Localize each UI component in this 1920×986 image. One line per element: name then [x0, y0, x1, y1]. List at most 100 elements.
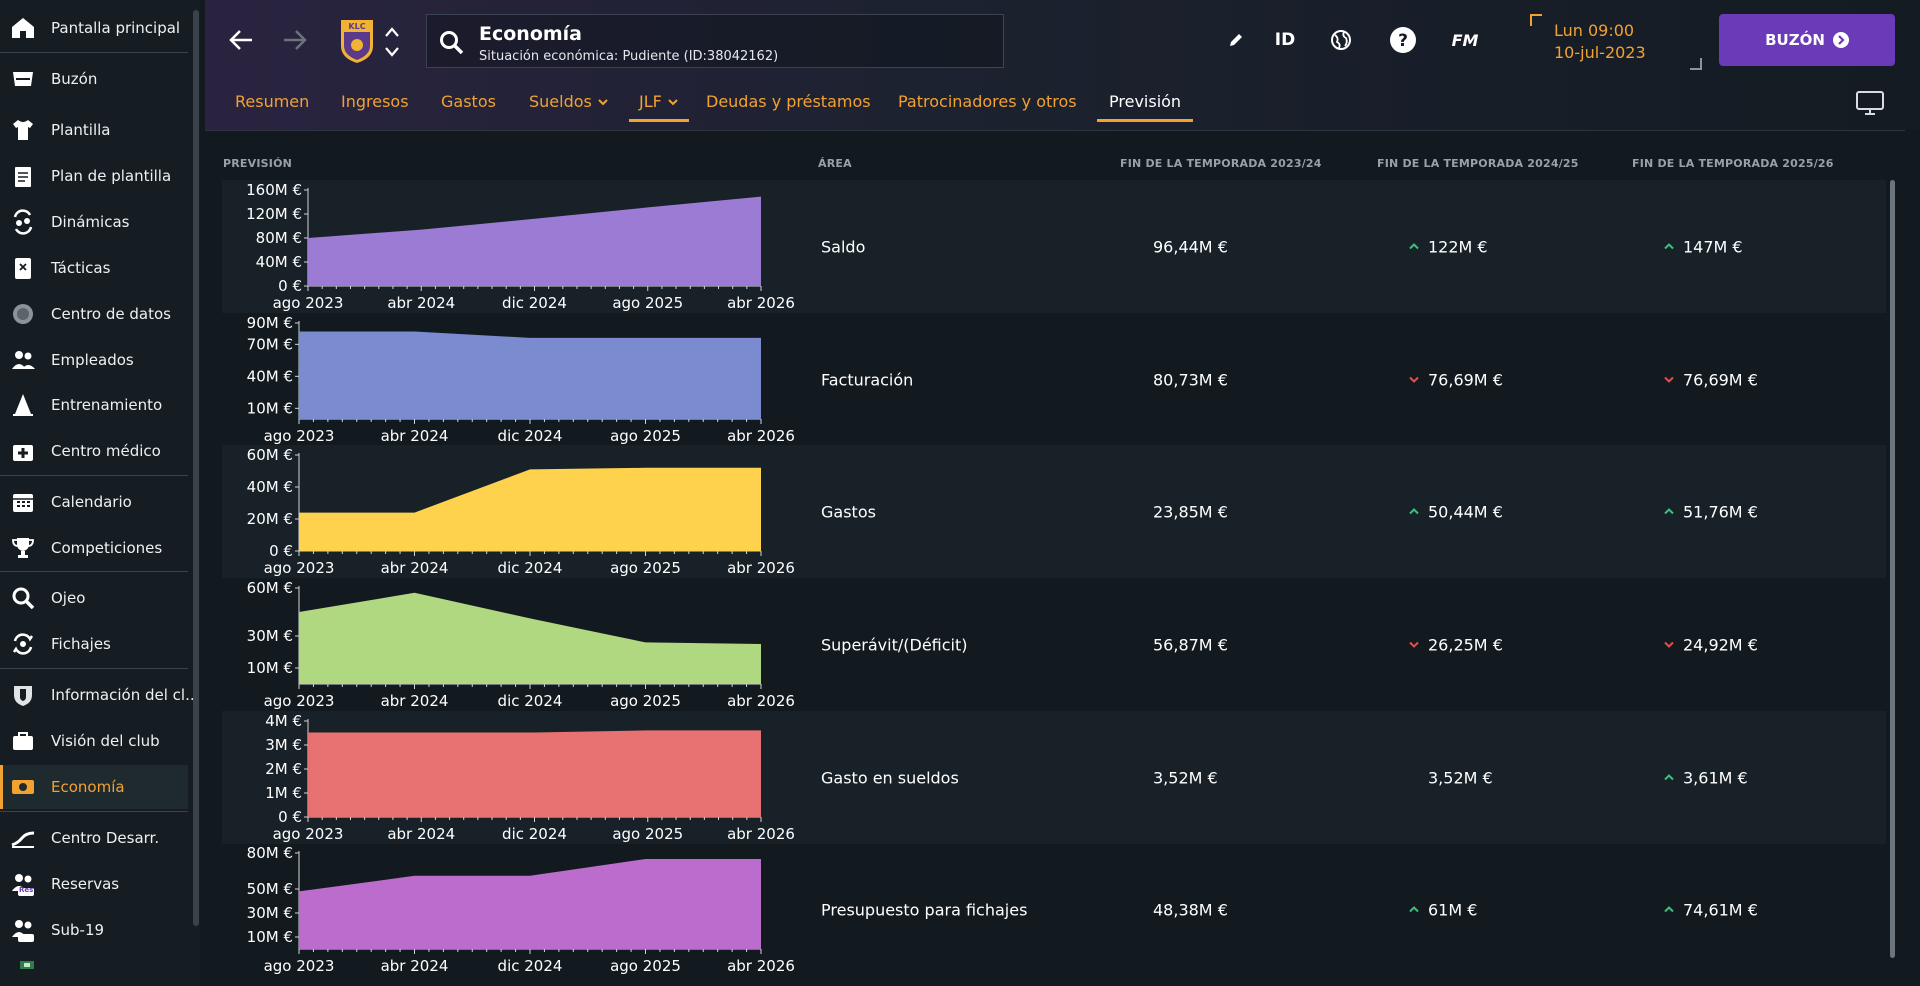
sidebar-scrollbar[interactable]	[193, 10, 199, 926]
search-box[interactable]: Economía Situación económica: Pudiente (…	[426, 14, 1004, 68]
sidebar-item-dinámicas[interactable]: Dinámicas	[0, 200, 188, 244]
sidebar-item-buzón[interactable]: Buzón	[0, 57, 188, 101]
season-value: 3,52M €	[1408, 768, 1493, 787]
table-scrollbar[interactable]	[1890, 180, 1895, 958]
table-row[interactable]: 10M € 30M € 60M € ago 2023 abr 2024 dic 2024 a…	[222, 578, 1886, 711]
y-tick-label: 20M €	[247, 510, 293, 528]
date-continue-area[interactable]: Lun 09:00 10-jul-2023	[1530, 14, 1702, 70]
club-badge-text: KLC	[348, 22, 365, 31]
sidebar-item-plan-de-plantilla[interactable]: Plan de plantilla	[0, 154, 188, 198]
data-hub-icon	[10, 301, 36, 327]
table-row[interactable]: 0 € 20M € 40M € 60M € ago 2023 abr 2024 dic 20…	[222, 445, 1886, 578]
sidebar-divider	[0, 52, 188, 53]
x-tick-label: ago 2025	[610, 559, 681, 577]
tab-ingresos[interactable]: Ingresos	[341, 92, 409, 122]
calendar-icon	[10, 489, 36, 515]
table-row[interactable]: 10M € 30M € 50M € 80M € ago 2023 abr 2024 dic …	[222, 843, 1886, 976]
edit-button[interactable]	[1221, 22, 1251, 58]
club-switch-icon[interactable]	[383, 24, 401, 60]
sidebar-item-visión-del-club[interactable]: Visión del club	[0, 719, 188, 763]
sidebar-item-empleados[interactable]: Empleados	[0, 338, 188, 382]
sidebar-item-label: Empleados	[51, 351, 134, 369]
sidebar-item-entrenamiento[interactable]: Entrenamiento	[0, 383, 188, 427]
season-value: 56,87M €	[1153, 635, 1228, 654]
display-icon[interactable]	[1855, 90, 1885, 116]
y-tick-label: 160M €	[246, 181, 302, 199]
x-tick-label: ago 2025	[610, 957, 681, 975]
x-tick-label: ago 2023	[273, 825, 344, 843]
trend-up-icon	[1664, 774, 1674, 781]
sidebar-item-competiciones[interactable]: Competiciones	[0, 526, 188, 570]
date-corner-br	[1690, 58, 1702, 70]
sidebar-item-tácticas[interactable]: Tácticas	[0, 246, 188, 290]
y-tick-label: 40M €	[256, 253, 302, 271]
tab-patrocinadores-y-otros[interactable]: Patrocinadores y otros	[898, 92, 1077, 122]
globe-button[interactable]	[1323, 22, 1359, 58]
sidebar-item-calendario[interactable]: Calendario	[0, 480, 188, 524]
arrow-left-icon	[229, 30, 252, 50]
sidebar-divider	[0, 475, 188, 476]
x-tick-label: abr 2024	[387, 294, 455, 312]
season-value: 48,38M €	[1153, 900, 1228, 919]
x-tick-label: abr 2024	[381, 427, 449, 445]
season-value: 24,92M €	[1663, 635, 1758, 654]
chart-area-series	[308, 730, 761, 817]
sidebar-item-fichajes[interactable]: Fichajes	[0, 622, 188, 666]
sidebar-item-centro-médico[interactable]: Centro médico	[0, 429, 188, 473]
page-subtitle: Situación económica: Pudiente (ID:380421…	[479, 49, 779, 64]
sidebar-item-reservas[interactable]: Res Reservas	[0, 862, 188, 906]
trend-down-icon	[1409, 376, 1419, 383]
forward-button[interactable]	[277, 22, 313, 58]
sidebar-item-centro-desarr[interactable]: Centro Desarr.	[0, 816, 188, 860]
sidebar-item-label: Información del cl...	[51, 686, 200, 704]
briefcase-icon	[10, 728, 36, 754]
table-row[interactable]: 10M € 40M € 70M € 90M € ago 2023 abr 2024 dic …	[222, 313, 1886, 446]
medical-kit-icon	[10, 438, 36, 464]
season-value: 26,25M €	[1408, 635, 1503, 654]
back-button[interactable]	[223, 22, 259, 58]
season-value: 76,69M €	[1408, 370, 1503, 389]
help-button[interactable]: ?	[1385, 22, 1421, 58]
tab-deudas-y-préstamos[interactable]: Deudas y préstamos	[706, 92, 871, 122]
club-badge[interactable]: KLC	[339, 18, 375, 64]
tab-jlf[interactable]: JLF	[629, 92, 689, 122]
sidebar-item-economía[interactable]: Economía	[0, 765, 188, 809]
game-time: Lun 09:00	[1554, 21, 1635, 40]
table-row[interactable]: 0 € 1M € 2M € 3M € 4M € ago 2023 abr 2024 dic 2…	[222, 711, 1886, 844]
tab-gastos[interactable]: Gastos	[441, 92, 496, 122]
sidebar-item-información-del-cl[interactable]: Información del cl...	[0, 673, 199, 717]
sidebar-item-centro-de-datos[interactable]: Centro de datos	[0, 292, 188, 336]
tab-previsión[interactable]: Previsión	[1097, 92, 1194, 122]
trend-down-icon	[1409, 641, 1419, 648]
col-head-season-1: FIN DE LA TEMPORADA 2023/24	[1120, 157, 1322, 170]
sidebar-item-sub-19[interactable]: Sub-19	[0, 908, 188, 952]
fm-button[interactable]: FM	[1451, 30, 1479, 50]
sidebar-item-label: Centro de datos	[51, 305, 171, 323]
sidebar-item-label: Economía	[51, 778, 125, 796]
table-row[interactable]: 0 € 40M € 80M € 120M € 160M € ago 2023 abr 202…	[222, 180, 1886, 313]
sidebar-item-ojeo[interactable]: Ojeo	[0, 576, 188, 620]
chart-area-series	[299, 592, 761, 684]
arrow-circle-icon	[1832, 32, 1849, 48]
season-value-text: 51,76M €	[1683, 502, 1758, 521]
season-value-text: 147M €	[1683, 237, 1743, 256]
arrow-right-icon	[284, 30, 307, 50]
sidebar-item-plantilla[interactable]: Plantilla	[0, 108, 188, 152]
inbox-button[interactable]: BUZÓN	[1719, 14, 1895, 66]
season-value-text: 3,52M €	[1153, 768, 1218, 787]
x-tick-label: ago 2025	[612, 825, 683, 843]
chevron-down-icon	[668, 99, 678, 106]
tab-resumen[interactable]: Resumen	[235, 92, 309, 122]
tab-sueldos[interactable]: Sueldos	[529, 92, 609, 122]
y-tick-label: 30M €	[247, 904, 293, 922]
sidebar-item-pantalla-principal[interactable]: Pantalla principal	[0, 6, 188, 50]
tactics-board-icon	[10, 255, 36, 281]
x-tick-label: dic 2024	[498, 692, 563, 710]
forecast-chart: 0 € 40M € 80M € 120M € 160M € ago 2023 abr 202…	[246, 181, 795, 312]
inbox-button-label: BUZÓN	[1765, 31, 1825, 49]
id-button[interactable]: ID	[1274, 30, 1296, 50]
area-label: Superávit/(Déficit)	[821, 635, 968, 654]
sidebar-divider	[0, 811, 188, 812]
x-tick-label: abr 2026	[727, 957, 795, 975]
y-tick-label: 80M €	[256, 229, 302, 247]
